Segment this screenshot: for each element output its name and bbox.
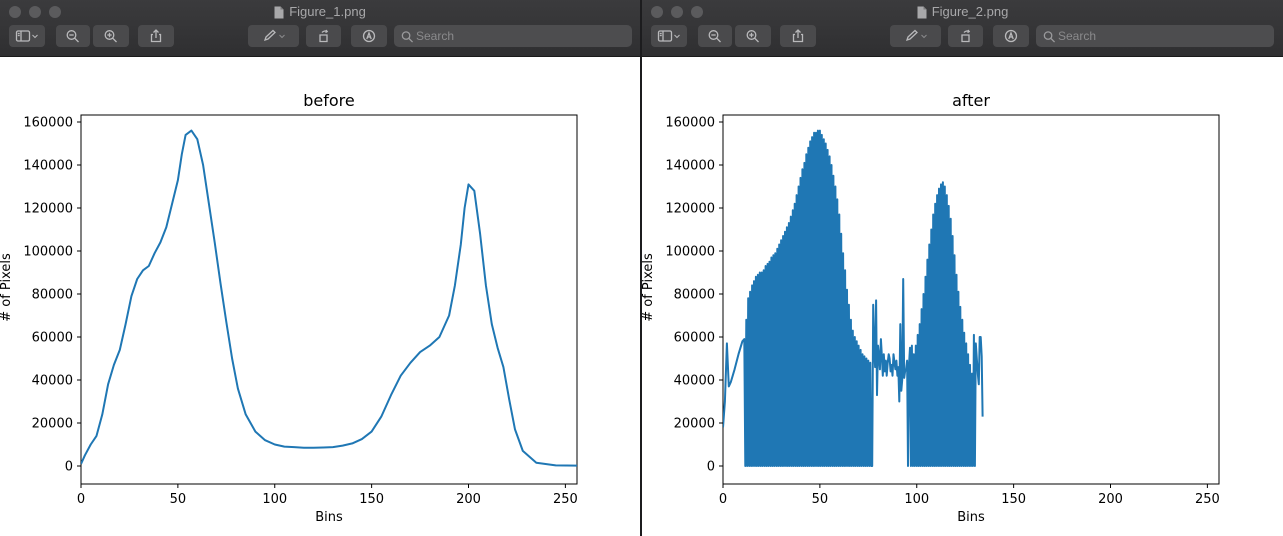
y-axis-label: # of Pixels [642,253,656,322]
chart-plot: after 0 50 100 150 200 250 0 20000 40000 60000 8000… [642,91,1220,525]
chart-title: before [303,91,355,110]
y-tick-label: 20000 [674,417,715,432]
chart-plot: before 0 50 100 150 200 250 0 20000 40000 60000 800… [0,91,578,525]
document-icon [274,6,284,19]
zoom-in-button[interactable] [735,25,771,47]
search-icon [1043,31,1056,43]
zoom-out-icon [708,30,721,43]
x-axis-label: Bins [957,510,985,525]
y-tick-label: 100000 [23,245,73,260]
y-tick-label: 160000 [23,116,73,131]
pen-icon [905,29,918,42]
y-tick-label: 80000 [32,288,73,303]
sidebar-icon [15,30,31,42]
zoom-out-button[interactable] [698,25,732,47]
window-title: Figure_1.png [0,4,640,20]
y-tick-label: 120000 [665,202,715,217]
zoom-in-icon [746,30,759,43]
document-icon [917,6,927,19]
figure-window-2: Figure_2.pngafter 0 50 100 150 200 250 0 20000 40… [642,0,1283,536]
chevron-down-icon [278,34,285,39]
markup-icon [1004,29,1018,43]
window-title: Figure_2.png [642,4,1283,20]
minimize-button[interactable] [29,6,41,18]
rotate-icon [960,29,970,43]
traffic-lights [9,6,61,18]
search-field[interactable] [1036,25,1274,47]
window-titlebar[interactable]: Figure_2.png [642,0,1283,57]
y-tick-label: 100000 [665,245,715,260]
pen-icon [263,29,276,42]
rotate-icon [318,29,328,43]
x-tick-label: 150 [359,492,384,507]
rotate-button[interactable] [948,25,983,47]
y-tick-label: 60000 [32,331,73,346]
x-tick-label: 150 [1001,492,1026,507]
zoom-out-button[interactable] [56,25,90,47]
histogram-line [723,129,984,467]
x-tick-label: 0 [77,492,85,507]
y-tick-label: 140000 [665,159,715,174]
plot-area [80,114,578,485]
y-tick-label: 160000 [665,116,715,131]
zoom-in-button[interactable] [93,25,129,47]
rotate-button[interactable] [306,25,341,47]
share-icon [150,29,162,43]
markup-pen-button[interactable] [248,25,299,47]
y-tick-label: 40000 [674,374,715,389]
y-tick-label: 120000 [23,202,73,217]
window-title-text: Figure_1.png [289,4,366,19]
chart-title: after [952,91,990,110]
histogram-line [81,129,577,467]
x-tick-label: 50 [812,492,829,507]
sidebar-toggle-button[interactable] [651,25,687,47]
x-tick-label: 50 [170,492,187,507]
y-tick-label: 0 [65,460,73,475]
x-tick-label: 250 [553,492,578,507]
window-titlebar[interactable]: Figure_1.png [0,0,640,57]
markup-toolbar-button[interactable] [351,25,387,47]
x-tick-label: 100 [904,492,929,507]
chevron-down-icon [32,34,38,39]
search-input[interactable] [1058,25,1274,47]
window-title-text: Figure_2.png [931,4,1009,19]
x-tick-label: 200 [456,492,481,507]
sidebar-toggle-button[interactable] [9,25,45,47]
y-tick-label: 80000 [674,288,715,303]
markup-icon [362,29,376,43]
y-tick-label: 60000 [674,331,715,346]
chevron-down-icon [674,34,680,39]
search-field[interactable] [394,25,632,47]
figure-window-1: Figure_1.pngbefore 0 50 100 150 200 250 0 20000 4… [0,0,640,536]
markup-toolbar-button[interactable] [993,25,1029,47]
close-button[interactable] [651,6,663,18]
zoom-window-button[interactable] [691,6,703,18]
chevron-down-icon [920,34,927,39]
y-tick-label: 140000 [23,159,73,174]
y-tick-label: 20000 [32,417,73,432]
x-tick-label: 200 [1098,492,1123,507]
share-button[interactable] [138,25,174,47]
search-icon [401,31,414,43]
share-button[interactable] [780,25,816,47]
y-tick-label: 0 [707,460,715,475]
x-axis-label: Bins [315,510,343,525]
x-tick-label: 100 [262,492,287,507]
zoom-in-icon [104,30,117,43]
x-tick-label: 250 [1195,492,1220,507]
close-button[interactable] [9,6,21,18]
sidebar-icon [657,30,673,42]
zoom-window-button[interactable] [49,6,61,18]
x-tick-label: 0 [719,492,727,507]
search-input[interactable] [416,25,632,47]
share-icon [792,29,804,43]
traffic-lights [651,6,703,18]
y-axis-label: # of Pixels [0,253,14,322]
zoom-out-icon [66,30,79,43]
markup-pen-button[interactable] [890,25,941,47]
minimize-button[interactable] [671,6,683,18]
y-tick-label: 40000 [32,374,73,389]
